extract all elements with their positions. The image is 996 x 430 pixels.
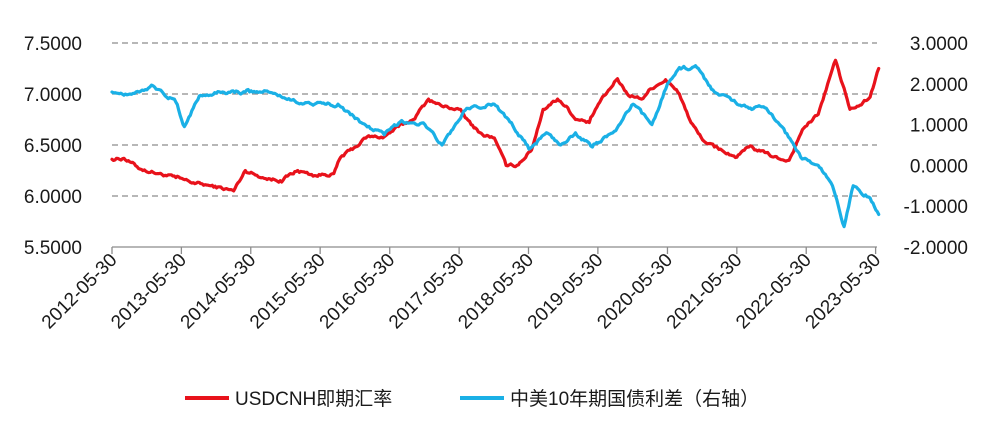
right-axis-tick-label: -1.0000 [904,197,968,218]
legend-label: USDCNH即期汇率 [235,388,392,410]
series-lines [110,58,881,229]
left-axis-tick-label: 5.5000 [24,238,82,259]
right-axis-tick-label: 0.0000 [910,156,968,177]
gridlines [112,42,877,197]
series-line-2 [110,64,881,229]
right-axis-tick-label: 3.0000 [910,34,968,55]
left-axis-tick-label: 7.5000 [24,34,82,55]
right-axis-tick-label: -2.0000 [904,238,968,259]
right-axis-ticks: -2.0000 -1.0000 0.0000 1.0000 2.0000 3.0000 [904,34,968,259]
x-axis: 2012-05-302013-05-302014-05-302015-05-30… [38,246,886,334]
right-axis-tick-label: 1.0000 [910,116,968,137]
left-axis-tick-label: 6.0000 [24,187,82,208]
right-axis-tick-label: 2.0000 [910,75,968,96]
legend-label: 中美10年期国债利差（右轴） [510,388,759,410]
series-line-1 [110,58,881,193]
x-axis-tick-label: 2023-05-30 [802,250,886,334]
legend: USDCNH即期汇率 中美10年期国债利差（右轴） [185,388,759,410]
left-axis-tick-label: 6.5000 [24,136,82,157]
left-axis-tick-label: 7.0000 [24,85,82,106]
left-axis-ticks: 5.5000 6.0000 6.5000 7.0000 7.5000 [24,34,82,259]
